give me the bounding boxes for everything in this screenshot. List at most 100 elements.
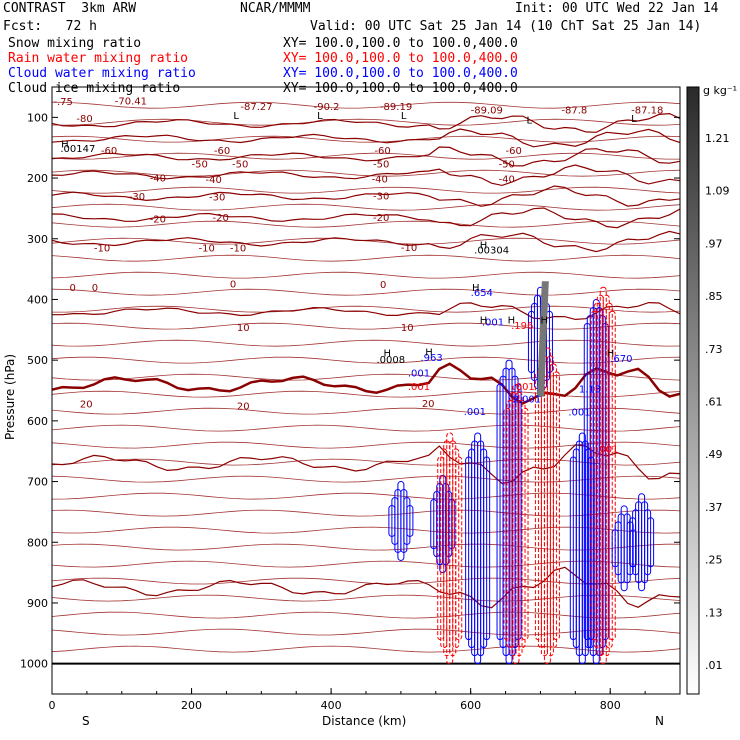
y-tick-label: 100 — [27, 111, 48, 124]
contour-label: -30 — [129, 192, 145, 203]
temperature-contour-minor — [51, 475, 681, 483]
contour-label: -80 — [76, 114, 92, 125]
contour-label: -50 — [499, 160, 515, 171]
contour-label: 20 — [80, 399, 93, 410]
hydrometeor-contour — [587, 456, 595, 641]
x-axis-left-end: S — [82, 714, 90, 728]
colorbar-tick-label: .37 — [705, 501, 723, 514]
contour-label: -89.09 — [471, 106, 503, 117]
extremum-marker: L — [526, 115, 532, 126]
colorbar-tick-label: .61 — [705, 396, 723, 409]
colorbar-tick-label: .49 — [705, 448, 723, 461]
extremum-marker: L — [631, 114, 637, 125]
temperature-contour-minor — [51, 492, 681, 500]
contour-label: -50 — [192, 160, 208, 171]
temperature-contour — [51, 566, 681, 609]
hydrometeor-contour — [626, 521, 634, 576]
colorbar-tick-label: .85 — [705, 290, 723, 303]
x-tick-label: 0 — [49, 699, 56, 712]
contour-label: -30 — [209, 193, 225, 204]
contour-label: -20 — [150, 214, 166, 225]
x-tick-label: 600 — [460, 699, 481, 712]
y-tick-label: 300 — [27, 233, 48, 246]
contour-label: 10 — [237, 323, 250, 334]
hydrometeor-contour — [605, 302, 613, 649]
valid-time: Valid: 00 UTC Sat 25 Jan 14 (10 ChT Sat … — [310, 19, 702, 34]
contour-label: .001 — [482, 318, 504, 329]
contour-label: 0 — [380, 280, 386, 291]
extremum-marker: H — [383, 349, 391, 360]
colorbar-unit: g kg⁻¹ — [703, 84, 737, 97]
extremum-marker: H — [425, 347, 433, 358]
contour-label: .963 — [420, 353, 442, 364]
hydrometeor-contour — [514, 383, 522, 641]
model-title: CONTRAST 3km ARW — [3, 1, 137, 16]
temperature-contour-minor — [51, 407, 681, 415]
temperature-contour-minor — [51, 458, 681, 466]
temperature-contour-minor — [51, 611, 681, 619]
hydrometeor-contour — [552, 371, 560, 641]
extremum-marker: H — [61, 140, 69, 151]
colorbar-tick-label: .73 — [705, 343, 723, 356]
contour-label: .196 — [511, 321, 533, 332]
legend-snow-xy: XY= 100.0,100.0 to 100.0,400.0 — [283, 36, 518, 51]
hydrometeor-contour — [601, 322, 609, 641]
temperature-contour — [51, 230, 681, 253]
colorbar-tick-label: .25 — [705, 554, 723, 567]
temperature-contour — [51, 128, 681, 148]
contour-label: -10 — [230, 243, 246, 254]
temperature-contour — [51, 112, 681, 133]
temperature-contour-minor — [51, 271, 681, 279]
extremum-marker: H — [472, 283, 480, 294]
contour-label: -60 — [506, 146, 522, 157]
y-tick-label: 600 — [27, 415, 48, 428]
cloud-ice-shading — [536, 281, 549, 397]
contour-label: -30 — [373, 191, 389, 202]
contour-label: .00304 — [474, 245, 509, 256]
temperature-contour-minor — [51, 645, 681, 653]
contour-label: -40 — [150, 174, 166, 185]
colorbar-tick-label: 1.09 — [705, 185, 730, 198]
contour-label: 1.13 — [579, 384, 601, 395]
x-axis-title: Distance (km) — [322, 714, 406, 728]
hydrometeor-contour — [608, 310, 616, 641]
y-tick-label: 200 — [27, 172, 48, 185]
legend-snow-label: Snow mixing ratio — [8, 36, 142, 51]
contour-label: .670 — [610, 354, 632, 365]
y-tick-label: 900 — [27, 597, 48, 610]
contour-label: -89.19 — [380, 102, 412, 113]
temperature-contour-minor — [52, 305, 681, 313]
hydrometeor-contour — [452, 448, 460, 649]
y-axis-title: Pressure (hPa) — [3, 354, 17, 440]
temperature-contour-minor — [51, 390, 681, 398]
temperature-contour-minor — [51, 543, 680, 551]
contour-label: -87.27 — [240, 102, 272, 113]
contour-label: .001 — [596, 444, 618, 455]
temperature-contour-minor — [51, 509, 681, 517]
hydrometeor-contour — [448, 498, 456, 550]
hydrometeor-contour — [602, 294, 610, 657]
hydrometeor-contour — [406, 505, 414, 537]
colorbar — [686, 86, 700, 695]
contour-label: 0 — [230, 279, 236, 290]
contour-label: .001 — [464, 407, 486, 418]
temperature-contour-minor — [51, 628, 681, 636]
contour-label: -90.2 — [314, 102, 340, 113]
contour-label: 0 — [92, 283, 98, 294]
contour-label: -10 — [401, 243, 417, 254]
forecast-hour: Fcst: 72 h — [3, 19, 97, 34]
colorbar-tick-label: .01 — [705, 659, 723, 672]
hydrometeor-contour — [543, 347, 551, 665]
hydrometeor-contour — [598, 314, 606, 649]
legend-rain-label: Rain water mixing ratio — [8, 51, 189, 66]
contour-label: -60 — [101, 146, 117, 157]
extremum-marker: L — [317, 111, 323, 122]
legend-cloudice-label: Cloud ice mixing ratio — [8, 81, 181, 96]
temperature-contour-minor — [51, 594, 681, 602]
temperature-contour-minor — [51, 356, 681, 364]
temperature-contour-minor — [51, 169, 681, 177]
extremum-marker: H — [480, 316, 488, 327]
contour-label: 2.001 — [513, 395, 542, 406]
hydrometeor-contour — [518, 399, 526, 649]
hydrometeor-contour — [483, 456, 491, 641]
